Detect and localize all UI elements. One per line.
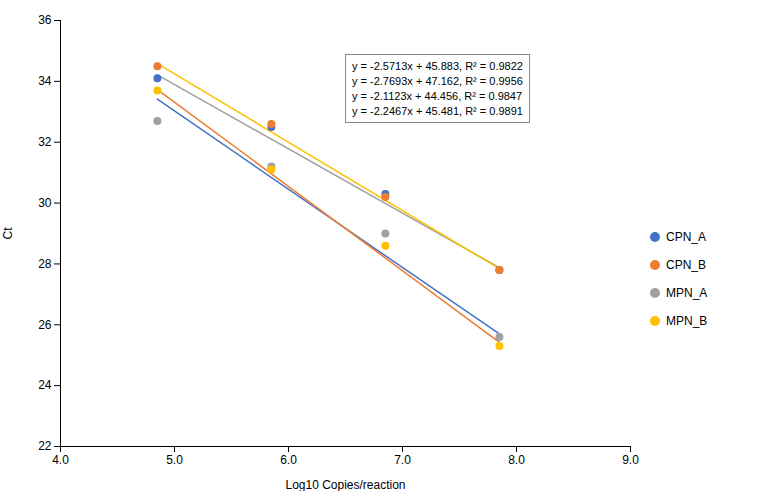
svg-text:7.0: 7.0	[394, 453, 411, 467]
svg-text:Log10 Copies/reaction: Log10 Copies/reaction	[285, 478, 405, 491]
svg-text:8.0: 8.0	[508, 453, 525, 467]
svg-text:4.0: 4.0	[52, 453, 69, 467]
svg-text:36: 36	[38, 13, 52, 27]
html-text:CPN_B: CPN_B	[666, 258, 706, 272]
svg-text:Ct: Ct	[1, 227, 15, 240]
html-text:y = -2.5713x + 45.883, R² = 0.: y = -2.5713x + 45.883, R² = 0.9822 y = -…	[352, 60, 523, 117]
svg-text:26: 26	[38, 318, 52, 332]
svg-text:22: 22	[38, 439, 52, 453]
svg-text:34: 34	[38, 74, 52, 88]
svg-text:6.0: 6.0	[280, 453, 297, 467]
svg-text:28: 28	[38, 257, 52, 271]
svg-text:5.0: 5.0	[166, 453, 183, 467]
svg-text:9.0: 9.0	[622, 453, 639, 467]
svg-text:24: 24	[38, 378, 52, 392]
html-text:CPN_A: CPN_A	[666, 230, 706, 244]
svg-text:32: 32	[38, 135, 52, 149]
html-text:MPN_A: MPN_A	[666, 286, 708, 300]
svg-text:30: 30	[38, 196, 52, 210]
html-text:MPN_B: MPN_B	[666, 314, 708, 328]
